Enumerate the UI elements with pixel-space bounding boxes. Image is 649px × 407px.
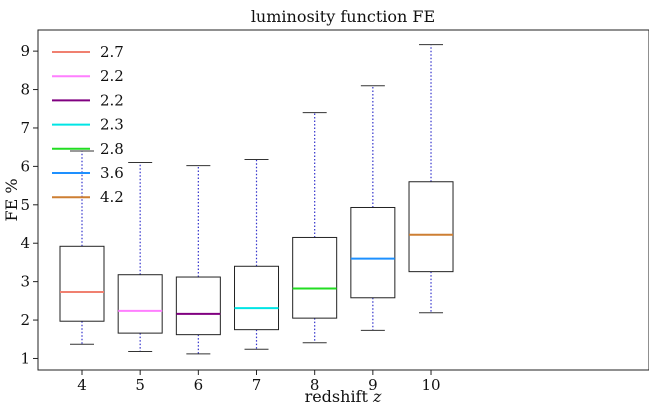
- box-iqr: [292, 236, 338, 319]
- x-tick-label: 7: [252, 376, 262, 394]
- x-axis-label-text: redshift: [305, 387, 369, 406]
- box-iqr: [117, 274, 163, 334]
- legend-label: 2.2: [100, 91, 124, 109]
- boxes: [59, 44, 454, 355]
- x-tick-label: 4: [77, 376, 87, 394]
- legend-label: 2.3: [100, 116, 124, 134]
- y-tick-label: 9: [20, 42, 30, 60]
- y-axis-label: FE %: [2, 178, 21, 221]
- plot-area: [37, 29, 649, 371]
- x-tick-label: 8: [310, 376, 320, 394]
- legend-label: 3.6: [100, 164, 124, 182]
- x-tick-label: 5: [135, 376, 145, 394]
- box-8: [292, 112, 338, 344]
- chart-title: luminosity function FE: [251, 7, 435, 26]
- box-4: [59, 150, 105, 345]
- legend-label: 2.7: [100, 43, 124, 61]
- y-tick-label: 1: [20, 349, 30, 367]
- y-tick-label: 2: [20, 311, 30, 329]
- y-tick-label: 5: [20, 196, 30, 214]
- box-6: [175, 165, 221, 355]
- x-tick-label: 9: [368, 376, 378, 394]
- y-tick-label: 4: [20, 234, 30, 252]
- y-tick-label: 6: [20, 157, 30, 175]
- box-iqr: [234, 265, 280, 331]
- legend-item: 2.2: [52, 91, 124, 109]
- legend-item: 2.3: [52, 116, 124, 134]
- legend-item: 2.8: [52, 140, 124, 158]
- box-9: [350, 85, 396, 331]
- y-tick-label: 8: [20, 81, 30, 99]
- x-tick-label: 6: [194, 376, 204, 394]
- legend-item: 2.2: [52, 67, 124, 85]
- x-axis-label-variable: z: [372, 387, 382, 406]
- box-iqr: [175, 276, 221, 336]
- legend: 2.7 2.2 2.2 2.3 2.8 3.6 4.2: [52, 43, 124, 206]
- y-axis-ticks: 1 2 3 4 5 6 7 8 9: [20, 42, 38, 367]
- legend-item: 2.7: [52, 43, 124, 61]
- x-tick-label: 10: [421, 376, 440, 394]
- box-iqr: [408, 181, 454, 273]
- legend-label: 2.2: [100, 67, 124, 85]
- legend-item: 3.6: [52, 164, 124, 182]
- box-iqr: [350, 206, 396, 299]
- y-tick-label: 3: [20, 273, 30, 291]
- legend-item: 4.2: [52, 188, 124, 206]
- x-axis-ticks: 4 5 6 7 8 9 10: [77, 370, 441, 394]
- box-5: [117, 162, 163, 353]
- legend-label: 4.2: [100, 188, 124, 206]
- box-7: [234, 158, 280, 350]
- box-iqr: [59, 245, 105, 322]
- box-10: [408, 44, 454, 314]
- x-axis-label: redshift z: [305, 387, 382, 406]
- legend-label: 2.8: [100, 140, 124, 158]
- y-tick-label: 7: [20, 119, 30, 137]
